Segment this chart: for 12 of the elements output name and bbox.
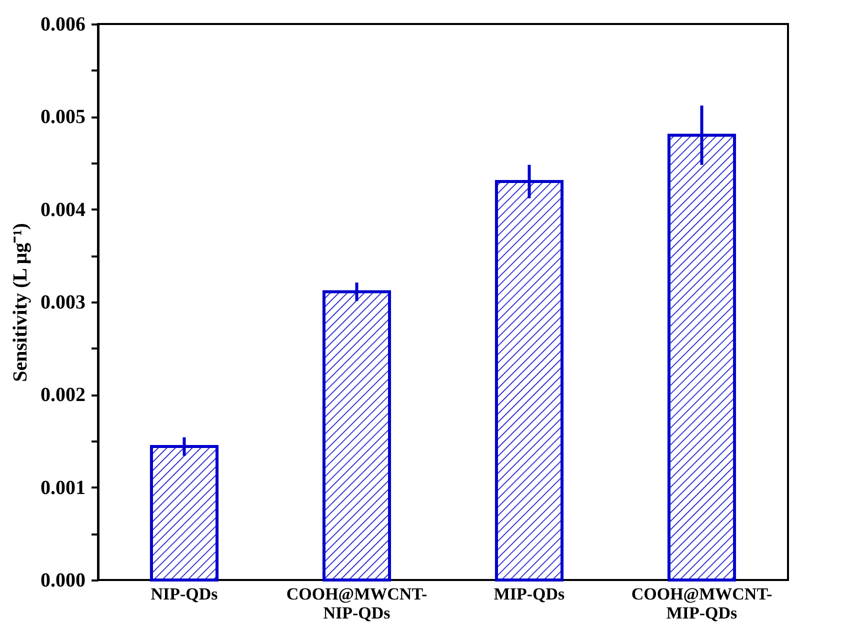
x-tick-label: COOH@MWCNT-MIP-QDs xyxy=(631,584,772,622)
x-tick-label: MIP-QDs xyxy=(494,584,566,604)
y-tick-label: 0.004 xyxy=(40,198,86,221)
x-tick-label: NIP-QDs xyxy=(150,584,218,604)
y-tick-label: 0.001 xyxy=(40,476,86,499)
y-tick-label: 0.000 xyxy=(40,570,86,592)
y-tick-label: 0.003 xyxy=(40,292,86,314)
y-tick-label: 0.002 xyxy=(40,384,86,406)
x-tick-label: COOH@MWCNT-NIP-QDs xyxy=(286,584,428,622)
y-tick-label: 0.005 xyxy=(40,106,86,128)
y-axis-title: Sensitivity (L μg⁻¹) xyxy=(10,223,32,382)
y-tick-label: 0.006 xyxy=(40,14,86,36)
